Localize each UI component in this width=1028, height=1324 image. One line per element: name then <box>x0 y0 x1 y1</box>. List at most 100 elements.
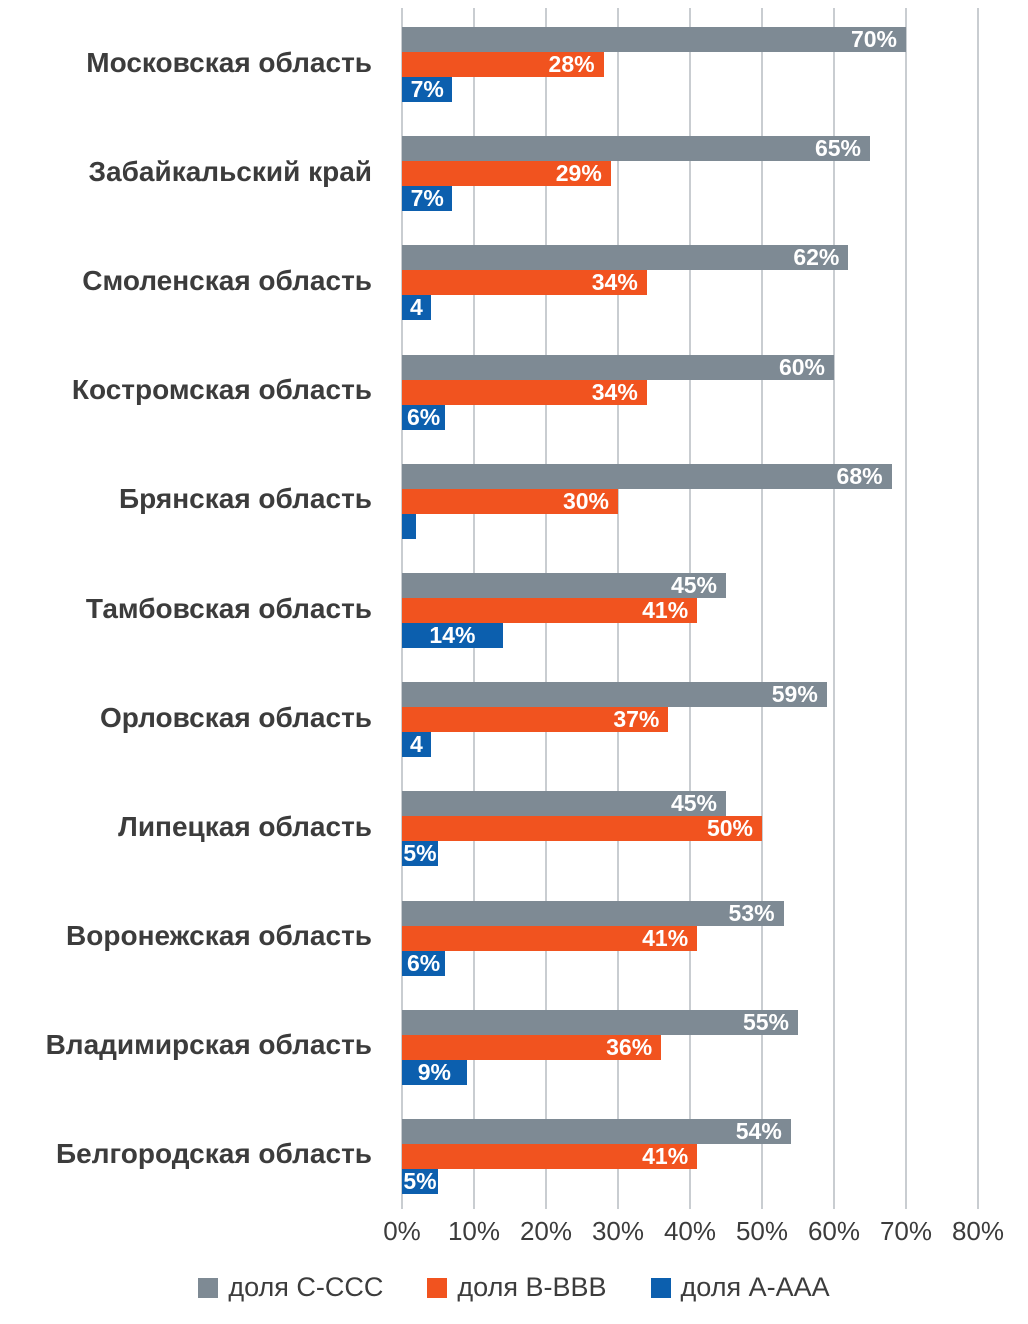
legend-swatch-icon <box>427 1277 448 1298</box>
bar-value-label: 65% <box>814 136 861 162</box>
bar-group: 59% 37% 4 <box>402 663 978 772</box>
bar-c-ccc: 60% <box>402 354 834 380</box>
bar-a-aaa: 4 <box>402 295 431 321</box>
bar-value-label: 28% <box>548 52 595 77</box>
bar-b-bbb: 41% <box>402 1143 698 1169</box>
bar-value-label: 14% <box>429 622 476 648</box>
bar-c-ccc: 62% <box>402 245 849 271</box>
bar-value-label: 34% <box>591 379 638 405</box>
bar-value-label: 5% <box>403 841 437 867</box>
category-label: Брянская область <box>119 483 372 515</box>
legend: доля C-CCC доля B-BBB доля A-AAA <box>0 1272 1028 1303</box>
legend-item-c-ccc: доля C-CCC <box>198 1272 383 1303</box>
x-axis-tick: 10% <box>447 1216 501 1246</box>
bar-c-ccc: 55% <box>402 1009 798 1035</box>
gridline <box>833 8 835 1209</box>
bar-a-aaa: 5% <box>402 1168 438 1194</box>
bar-value-label: 4 <box>410 295 423 321</box>
bar-c-ccc: 53% <box>402 900 784 926</box>
bar-b-bbb: 50% <box>402 816 762 842</box>
x-axis-tick: 70% <box>879 1216 933 1246</box>
category-label: Липецкая область <box>118 810 372 842</box>
bar-value-label: 41% <box>642 597 689 623</box>
bar-value-label: 45% <box>670 791 717 817</box>
x-axis-tick: 30% <box>591 1216 645 1246</box>
bar-c-ccc: 70% <box>402 27 906 52</box>
bar-group: 70% 28% 7% <box>402 8 978 117</box>
bar-value-label: 50% <box>706 816 753 842</box>
bar-value-label: 45% <box>670 572 717 598</box>
plot-area: 70% 28% 7% 65% 29% 7% 62% 34% 4 60% 34% 6% 68% 30% 45%… <box>401 8 979 1209</box>
category-label: Забайкальский край <box>88 155 372 187</box>
bar-b-bbb: 28% <box>402 52 604 77</box>
bar-c-ccc: 65% <box>402 136 870 162</box>
bar-value-label: 55% <box>742 1009 789 1035</box>
bar-c-ccc: 54% <box>402 1118 791 1144</box>
category-label: Владимирская область <box>45 1029 372 1061</box>
bar-a-aaa: 4 <box>402 732 431 758</box>
category-label: Белгородская область <box>56 1138 372 1170</box>
bar-value-label: 7% <box>410 186 444 212</box>
bar-group: 62% 34% 4 <box>402 226 978 335</box>
bar-group: 54% 41% 5% <box>402 1100 978 1209</box>
legend-label: доля B-BBB <box>457 1272 607 1302</box>
bar-value-label: 53% <box>728 900 775 926</box>
category-label: Воронежская область <box>66 920 372 952</box>
bar-value-label: 70% <box>850 27 897 52</box>
category-label: Смоленская область <box>82 264 372 296</box>
bar-group: 45% 50% 5% <box>402 772 978 881</box>
x-axis-tick: 60% <box>807 1216 861 1246</box>
legend-label: доля C-CCC <box>228 1272 384 1302</box>
bar-b-bbb: 30% <box>402 488 618 514</box>
bar-group: 60% 34% 6% <box>402 336 978 445</box>
bar-group: 45% 41% 14% <box>402 554 978 663</box>
bar-a-aaa: 6% <box>402 404 446 430</box>
bar-value-label: 41% <box>642 925 689 951</box>
category-label: Костромская область <box>71 374 372 406</box>
bar-b-bbb: 36% <box>402 1034 662 1060</box>
gridline <box>761 8 763 1209</box>
bar-a-aaa: 9% <box>402 1059 467 1085</box>
bar-value-label: 9% <box>417 1059 452 1085</box>
bar-group: 55% 36% 9% <box>402 991 978 1100</box>
legend-item-b-bbb: доля B-BBB <box>427 1272 607 1303</box>
bar-value-label: 4 <box>410 732 423 758</box>
bar-rows: 70% 28% 7% 65% 29% 7% 62% 34% 4 60% 34% 6% 68% 30% 45%… <box>402 8 978 1209</box>
gridline <box>905 8 907 1209</box>
gridline <box>977 8 979 1209</box>
legend-label: доля A-AAA <box>680 1272 830 1302</box>
category-labels: Московская область Забайкальский край Смол… <box>0 8 388 1209</box>
bar-value-label: 60% <box>778 354 825 380</box>
x-axis-tick: 20% <box>519 1216 573 1246</box>
bar-value-label: 30% <box>562 488 609 514</box>
bar-value-label: 59% <box>771 682 818 708</box>
category-label: Тамбовская область <box>85 592 372 624</box>
bar-value-label: 54% <box>735 1118 782 1144</box>
bar-value-label: 7% <box>410 77 444 102</box>
bar-value-label: 6% <box>406 404 441 430</box>
bar-value-label: 62% <box>793 245 840 271</box>
x-axis-tick: 0% <box>383 1216 421 1246</box>
legend-item-a-aaa: доля A-AAA <box>650 1272 830 1303</box>
bar-a-aaa: 6% <box>402 950 446 976</box>
bar-value-label: 68% <box>836 463 883 489</box>
bar-a-aaa: 14% <box>402 622 503 648</box>
bar-value-label: 37% <box>613 707 660 733</box>
category-label: Орловская область <box>99 701 372 733</box>
x-axis-tick: 50% <box>735 1216 789 1246</box>
x-axis-tick: 40% <box>663 1216 717 1246</box>
bar-value-label: 5% <box>403 1168 437 1194</box>
bar-b-bbb: 29% <box>402 161 611 187</box>
bar-group: 65% 29% 7% <box>402 117 978 226</box>
legend-swatch-icon <box>650 1277 671 1298</box>
bar-value-label: 36% <box>606 1034 653 1060</box>
bar-b-bbb: 34% <box>402 379 647 405</box>
bar-group: 53% 41% 6% <box>402 882 978 991</box>
category-label: Московская область <box>86 46 372 78</box>
x-axis: 0% 10% 20% 30% 40% 50% 60% 70% 80% <box>383 1216 1004 1250</box>
legend-swatch-icon <box>198 1277 219 1298</box>
x-axis-tick: 80% <box>951 1216 1005 1246</box>
bar-c-ccc: 45% <box>402 572 726 598</box>
bar-a-aaa: 7% <box>402 77 453 102</box>
